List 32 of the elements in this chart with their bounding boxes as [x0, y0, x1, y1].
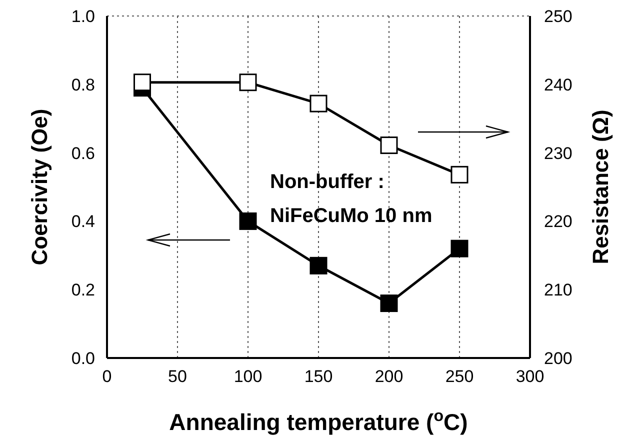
point [239, 212, 257, 230]
x-tick-label: 250 [445, 367, 474, 386]
point [310, 94, 328, 112]
y-tick-label: 0.6 [71, 144, 95, 163]
point [239, 74, 257, 92]
x-tick-label: 50 [168, 367, 187, 386]
point [450, 166, 468, 184]
y-tick-label: 1.0 [71, 7, 95, 26]
y-tick-label: 0.4 [71, 212, 95, 232]
x-tick-label: 0 [102, 367, 112, 386]
y-tick-label: 0.8 [71, 75, 95, 94]
y2-tick-label: 220 [544, 212, 572, 232]
y2-tick-label: 210 [544, 280, 572, 300]
point [380, 294, 398, 312]
y-axis-title: Coercivity (Oe) [27, 108, 52, 266]
x-tick-label: 200 [374, 367, 404, 386]
x-tick-label: 100 [234, 367, 262, 386]
y2-tick-label: 230 [544, 144, 572, 163]
x-tick-label: 150 [304, 367, 333, 386]
x-axis-title: Annealing temperature ($^{o}$C) [169, 407, 468, 435]
y2-axis-title: Resistance (Ω) [588, 110, 613, 264]
y2-tick-label: 200 [544, 349, 572, 368]
point [450, 240, 468, 258]
annotation: Non-buffer : NiFeCuMo 10 nm [270, 171, 432, 227]
point [134, 74, 151, 92]
point [380, 136, 398, 154]
x-tick-label: 300 [516, 367, 544, 386]
y2-tick-label: 250 [544, 7, 572, 26]
point [310, 256, 328, 274]
y2-tick-label: 240 [544, 75, 572, 94]
y-tick-label: 0.0 [71, 349, 95, 368]
y-tick-label: 0.2 [71, 280, 95, 300]
